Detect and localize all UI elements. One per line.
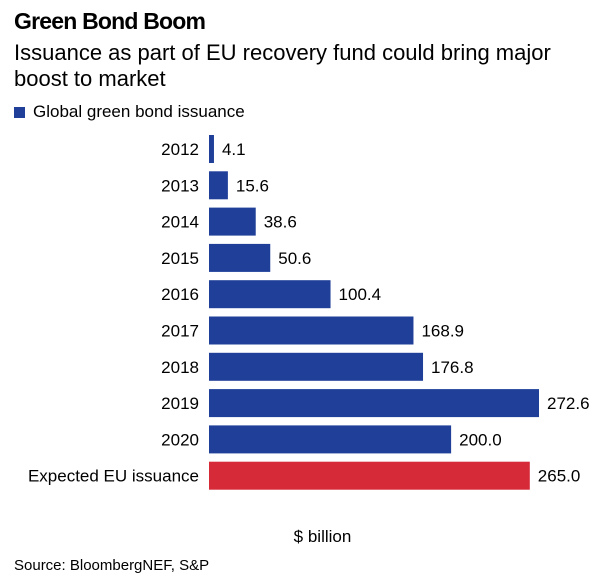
value-label: 200.0 bbox=[459, 430, 502, 449]
bar-2020 bbox=[209, 425, 452, 454]
chart-subtitle: Issuance as part of EU recovery fund cou… bbox=[14, 40, 551, 91]
category-label: 2015 bbox=[161, 249, 199, 268]
bar-2016 bbox=[209, 280, 331, 309]
bar-2012 bbox=[209, 135, 214, 163]
bar-chart: 2012 4.1 2013 15.6 2014 38.6 2015 50.6 2016 100.4… bbox=[28, 135, 590, 490]
bar-2017 bbox=[209, 316, 414, 345]
value-label: 168.9 bbox=[421, 322, 464, 341]
value-label: 38.6 bbox=[264, 213, 297, 232]
category-label: 2013 bbox=[161, 176, 199, 195]
category-label: 2020 bbox=[161, 430, 199, 449]
category-label: 2017 bbox=[161, 322, 199, 341]
category-label: 2014 bbox=[161, 213, 199, 232]
category-label: 2012 bbox=[161, 140, 199, 159]
category-label: 2018 bbox=[161, 358, 199, 377]
source-note: Source: BloombergNEF, S&P bbox=[14, 557, 210, 574]
value-label: 272.6 bbox=[547, 394, 590, 413]
chart-title: Green Bond Boom bbox=[14, 8, 206, 34]
value-label: 4.1 bbox=[222, 140, 246, 159]
bar-2015 bbox=[209, 243, 271, 272]
value-label: 50.6 bbox=[278, 249, 311, 268]
legend: Global green bond issuance bbox=[14, 102, 245, 122]
bar-2018 bbox=[209, 352, 424, 381]
bar-expected-eu bbox=[209, 461, 530, 490]
legend-swatch bbox=[14, 106, 25, 118]
bar-2013 bbox=[209, 171, 228, 200]
category-label: Expected EU issuance bbox=[28, 467, 199, 486]
unit-label: $ billion bbox=[293, 527, 352, 546]
value-label: 15.6 bbox=[236, 176, 269, 195]
bar-2014 bbox=[209, 207, 256, 236]
bar-2019 bbox=[209, 389, 539, 418]
legend-label: Global green bond issuance bbox=[33, 102, 245, 121]
value-label: 176.8 bbox=[431, 358, 474, 377]
category-label: 2019 bbox=[161, 394, 199, 413]
value-label: 100.4 bbox=[339, 285, 382, 304]
category-label: 2016 bbox=[161, 285, 199, 304]
value-label: 265.0 bbox=[538, 467, 581, 486]
